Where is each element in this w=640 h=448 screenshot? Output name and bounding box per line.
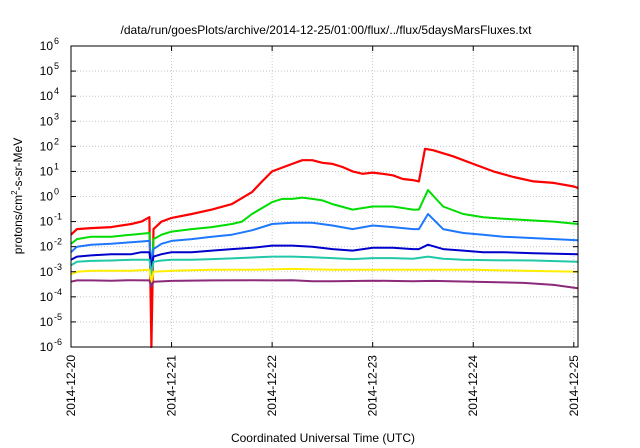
y-axis-label-base: protons/cm xyxy=(11,195,25,254)
chart-title: /data/run/goesPlots/archive/2014-12-25/0… xyxy=(121,23,533,37)
y-tick-label: 10 xyxy=(40,190,54,204)
y-tick-exponent: -2 xyxy=(54,237,62,247)
x-axis-label: Coordinated Universal Time (UTC) xyxy=(231,431,415,445)
y-tick-base: 10 xyxy=(40,89,54,103)
x-tick-label: 2014-12-24 xyxy=(466,355,480,417)
y-tick-exponent: 4 xyxy=(54,86,59,96)
y-tick-base: 10 xyxy=(40,139,54,153)
y-tick-exponent: -3 xyxy=(54,262,62,272)
y-tick-exponent: 5 xyxy=(54,61,59,71)
y-tick-label: 10 xyxy=(40,240,54,254)
series-line-2 xyxy=(70,189,578,281)
y-tick-base: 10 xyxy=(40,340,54,354)
series-line-4 xyxy=(70,243,578,269)
y-tick-exponent: 0 xyxy=(54,187,59,197)
y-tick-base: 10 xyxy=(40,39,54,53)
y-tick-label: 10 xyxy=(40,39,54,53)
y-tick-label: 10 xyxy=(40,164,54,178)
x-tick-label: 2014-12-21 xyxy=(165,355,179,417)
y-axis-label-sup: 2 xyxy=(10,190,19,195)
series-line-5 xyxy=(70,255,578,276)
y-tick-base: 10 xyxy=(40,64,54,78)
series-lines xyxy=(70,147,579,349)
x-axis-ticks: 2014-12-20 2014-12-21 2014-12-22 2014-12-23… xyxy=(64,46,581,416)
x-tick-label: 2014-12-20 xyxy=(64,355,78,417)
y-tick-label: 10 xyxy=(40,290,54,304)
y-tick-base: 10 xyxy=(40,240,54,254)
y-tick-base: 10 xyxy=(40,315,54,329)
y-tick-exponent: -5 xyxy=(54,312,62,322)
series-line-6 xyxy=(70,267,578,283)
y-tick-base: 10 xyxy=(40,290,54,304)
y-tick-base: 10 xyxy=(40,114,54,128)
y-tick-exponent: -4 xyxy=(54,287,62,297)
y-tick-exponent: -1 xyxy=(54,212,62,222)
y-tick-exponent: 2 xyxy=(54,136,59,146)
series-line-3 xyxy=(70,213,578,266)
y-tick-label: 10 xyxy=(40,64,54,78)
y-tick-label: 10 xyxy=(40,114,54,128)
y-tick-exponent: 3 xyxy=(54,111,59,121)
y-tick-base: 10 xyxy=(40,215,54,229)
y-tick-exponent: 1 xyxy=(54,161,59,171)
y-tick-base: 10 xyxy=(40,265,54,279)
y-tick-label: 10 xyxy=(40,315,54,329)
y-tick-label: 10 xyxy=(40,215,54,229)
x-tick-label: 2014-12-25 xyxy=(567,355,581,417)
x-tick-label: 2014-12-23 xyxy=(366,355,380,417)
y-axis-ticks: 10 -610 -510 -410 -310 -210 -110 010 110 210 310 41… xyxy=(40,36,578,354)
y-tick-label: 10 xyxy=(40,340,54,354)
y-tick-exponent: -6 xyxy=(54,337,62,347)
y-axis-label: protons/cm2-s-sr-MeV xyxy=(10,138,25,254)
y-tick-base: 10 xyxy=(40,190,54,204)
y-tick-label: 10 xyxy=(40,89,54,103)
y-tick-label: 10 xyxy=(40,139,54,153)
y-axis-label-rest: -s-sr-MeV xyxy=(11,138,25,191)
x-tick-label: 2014-12-22 xyxy=(265,355,279,417)
y-tick-base: 10 xyxy=(40,164,54,178)
series-line-1 xyxy=(70,147,579,349)
series-line-7 xyxy=(70,279,578,290)
y-tick-exponent: 6 xyxy=(54,36,59,46)
y-tick-label: 10 xyxy=(40,265,54,279)
